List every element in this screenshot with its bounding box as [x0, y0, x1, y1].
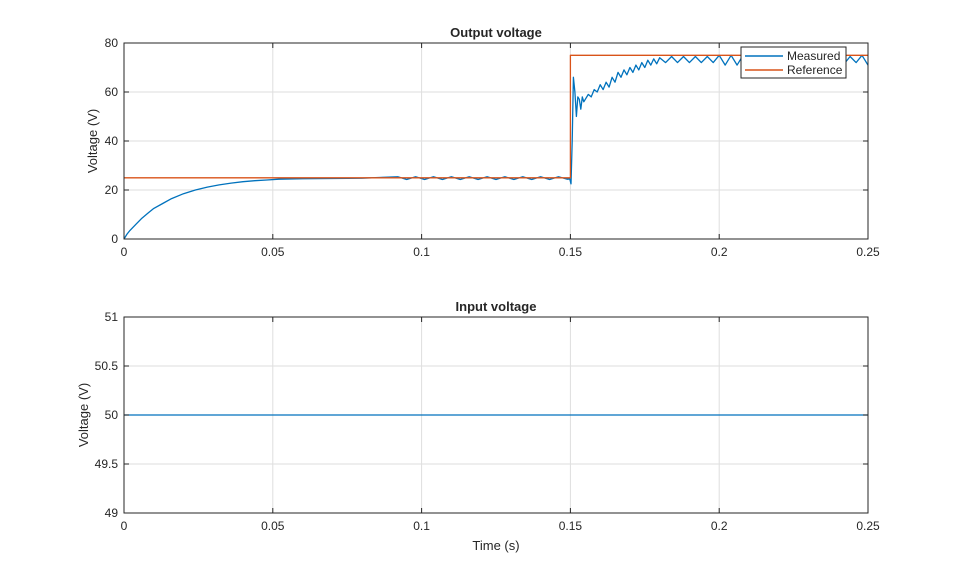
- y-axis-label: Voltage (V): [85, 109, 100, 173]
- x-tick-label: 0.2: [711, 245, 728, 259]
- legend-label: Reference: [787, 63, 843, 77]
- y-tick-label: 20: [105, 183, 119, 197]
- y-tick-label: 49.5: [95, 457, 119, 471]
- y-tick-label: 50: [105, 408, 119, 422]
- x-tick-label: 0.1: [413, 519, 430, 533]
- y-axis-label: Voltage (V): [76, 383, 91, 447]
- y-tick-label: 50.5: [95, 359, 119, 373]
- chart-title: Input voltage: [456, 299, 537, 314]
- series-line-reference: [124, 54, 868, 179]
- x-tick-label: 0.05: [261, 519, 285, 533]
- y-tick-label: 49: [105, 506, 119, 520]
- axes-1: 0 0.05 0.1 0.15 0.2 0.25 0 20 40 60 80 Output volta…: [85, 25, 880, 259]
- chart-title: Output voltage: [450, 25, 542, 40]
- x-tick-label: 0.15: [559, 519, 583, 533]
- x-tick-label: 0: [121, 519, 128, 533]
- x-tick-label: 0.15: [559, 245, 583, 259]
- x-tick-label: 0.25: [856, 245, 880, 259]
- legend-box: [740, 46, 847, 79]
- y-tick-label: 40: [105, 134, 119, 148]
- x-tick-label: 0.2: [711, 519, 728, 533]
- x-tick-label: 0.05: [261, 245, 285, 259]
- x-axis-label: Time (s): [472, 538, 519, 553]
- axes-2: 0 0.05 0.1 0.15 0.2 0.25 49 49.5 50 50.5 51 Input v…: [76, 299, 880, 553]
- y-tick-label: 80: [105, 36, 119, 50]
- y-tick-label: 60: [105, 85, 119, 99]
- x-tick-label: 0: [121, 245, 128, 259]
- x-tick-label: 0.25: [856, 519, 880, 533]
- legend-label: Measured: [787, 49, 840, 63]
- y-tick-label: 0: [111, 232, 118, 246]
- x-tick-label: 0.1: [413, 245, 430, 259]
- y-tick-label: 51: [105, 310, 119, 324]
